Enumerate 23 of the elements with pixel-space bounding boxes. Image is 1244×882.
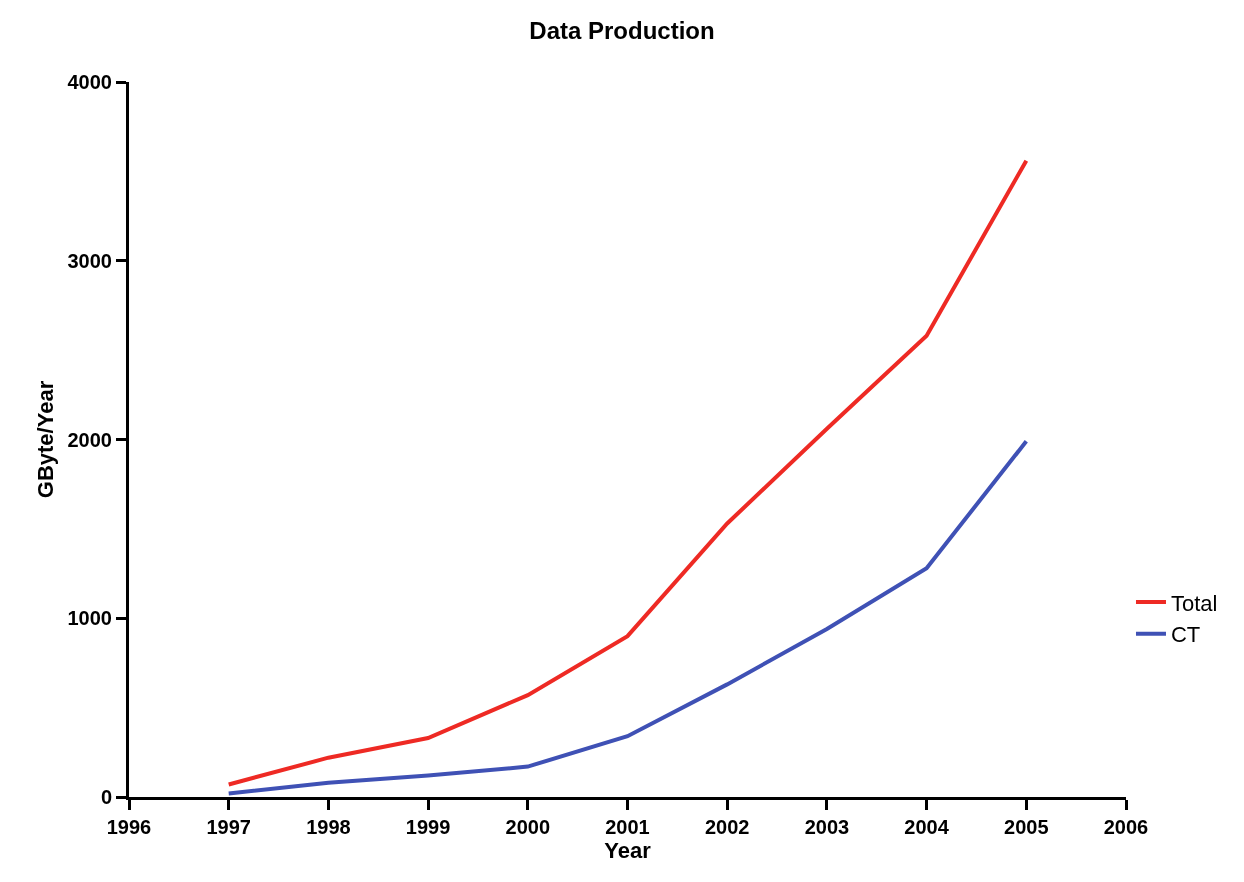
y-tick-label: 3000 bbox=[67, 249, 112, 272]
x-tick-label: 1999 bbox=[405, 816, 451, 838]
line-series bbox=[226, 158, 1029, 787]
legend-label: Total bbox=[1170, 590, 1218, 616]
y-tick-label: 2000 bbox=[67, 428, 112, 451]
x-tick-label: 2001 bbox=[605, 816, 650, 838]
y-tick-label: 4000 bbox=[67, 71, 112, 93]
x-axis-title: Year bbox=[604, 838, 652, 863]
chart-title: Data Production bbox=[529, 16, 715, 44]
x-tick-label: 2006 bbox=[1103, 816, 1149, 838]
y-axis-title: GByte/Year bbox=[33, 380, 59, 499]
x-tick-label: 1996 bbox=[106, 816, 152, 838]
legend-label: CT bbox=[1170, 622, 1201, 648]
y-tick-label: 1000 bbox=[67, 607, 112, 630]
y-tick-label: 0 bbox=[100, 786, 112, 808]
x-tick-label: 1998 bbox=[306, 816, 351, 838]
x-tick-label: 2000 bbox=[505, 816, 551, 838]
x-tick-label: 2002 bbox=[704, 816, 750, 838]
line-series bbox=[226, 439, 1029, 796]
x-tick-label: 2005 bbox=[1004, 816, 1049, 838]
x-tick-label: 2003 bbox=[804, 816, 850, 838]
x-tick-label: 1997 bbox=[206, 816, 251, 838]
x-tick-label: 2004 bbox=[904, 816, 950, 838]
